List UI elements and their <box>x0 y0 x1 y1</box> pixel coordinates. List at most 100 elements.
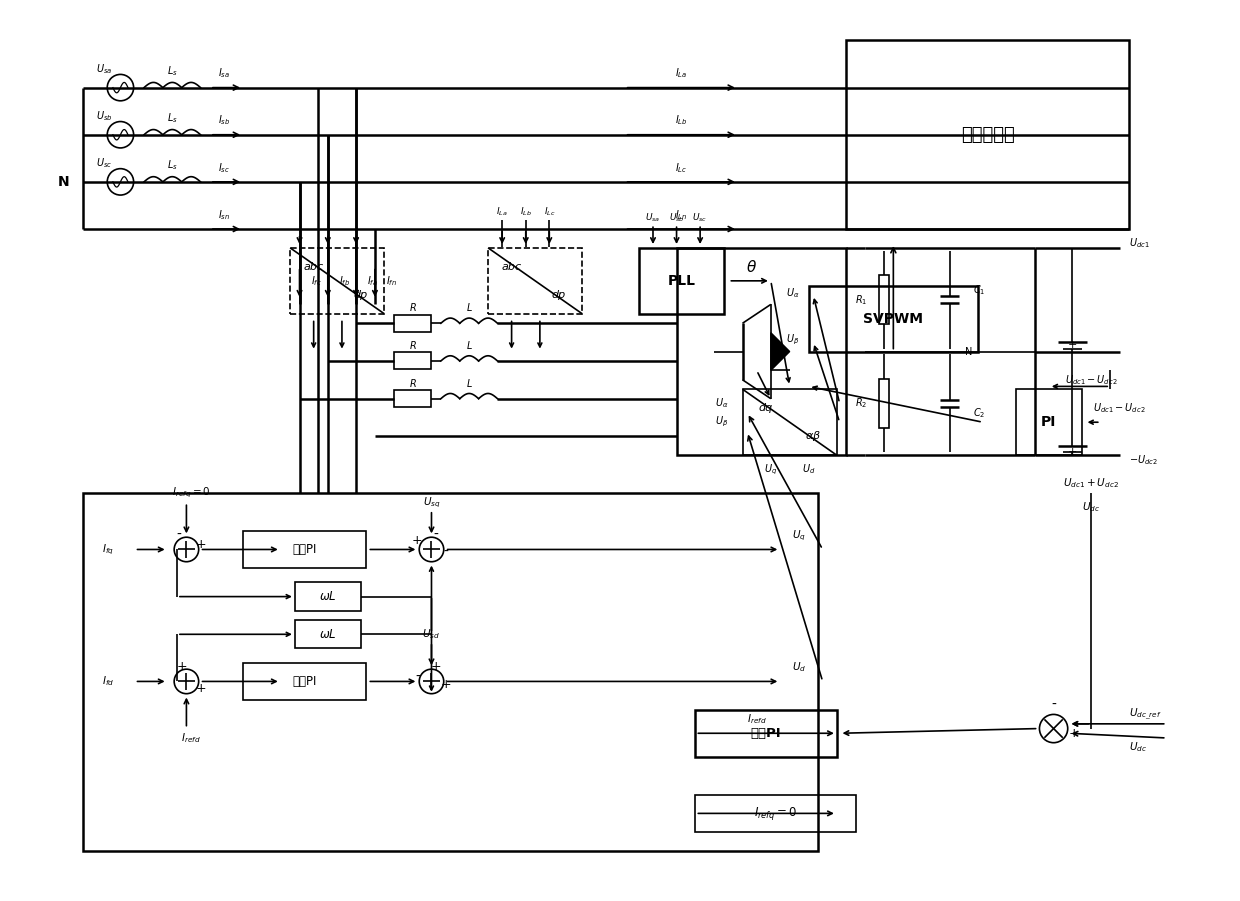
Text: $I_{La}$: $I_{La}$ <box>675 67 687 80</box>
Text: $U_d$: $U_d$ <box>802 462 815 477</box>
Bar <box>394 352 432 369</box>
Text: $U_\beta$: $U_\beta$ <box>715 415 728 430</box>
Text: +: + <box>1069 727 1080 740</box>
Text: $I_{fn}$: $I_{fn}$ <box>386 274 397 287</box>
Text: PLL: PLL <box>667 274 696 287</box>
Text: 非线性负载: 非线性负载 <box>961 126 1014 144</box>
Text: +: + <box>1068 340 1078 350</box>
Text: $U_{dc}$: $U_{dc}$ <box>1128 741 1147 754</box>
Text: $I_{fb}$: $I_{fb}$ <box>339 274 351 287</box>
Text: $U_{sc}$: $U_{sc}$ <box>97 156 113 170</box>
Text: PI: PI <box>1042 415 1056 429</box>
Text: $U_{sb}$: $U_{sb}$ <box>95 109 113 123</box>
Bar <box>639 248 724 314</box>
Bar <box>489 248 583 314</box>
Text: $-U_{dc2}$: $-U_{dc2}$ <box>1128 453 1158 467</box>
Text: dq: dq <box>759 403 774 413</box>
Text: $I_{refq}=0$: $I_{refq}=0$ <box>754 805 797 822</box>
Text: $L$: $L$ <box>466 377 472 388</box>
Text: $I_{fa}$: $I_{fa}$ <box>367 274 378 287</box>
Bar <box>83 493 818 851</box>
Text: +: + <box>195 538 206 551</box>
Text: -: - <box>176 527 181 542</box>
Text: $L_s$: $L_s$ <box>167 158 177 172</box>
Text: +: + <box>440 678 451 691</box>
Text: +: + <box>412 533 423 547</box>
Text: -: - <box>443 545 448 560</box>
Bar <box>394 390 432 407</box>
Text: $C_1$: $C_1$ <box>973 283 986 297</box>
Text: $L$: $L$ <box>466 301 472 314</box>
Text: $R_1$: $R_1$ <box>854 293 867 306</box>
Text: $C_2$: $C_2$ <box>973 405 986 420</box>
Text: $I_{refd}$: $I_{refd}$ <box>181 731 201 745</box>
Bar <box>696 710 837 757</box>
Text: $I_{Lb}$: $I_{Lb}$ <box>520 205 532 218</box>
Text: $U_{dc1}-U_{dc2}$: $U_{dc1}-U_{dc2}$ <box>1094 401 1146 415</box>
Bar <box>394 314 432 332</box>
Bar <box>879 275 889 324</box>
Text: $L_s$: $L_s$ <box>167 111 177 124</box>
Bar <box>243 662 366 700</box>
Text: $I_{Lb}$: $I_{Lb}$ <box>675 114 688 128</box>
Bar <box>290 248 384 314</box>
Text: $I_{sc}$: $I_{sc}$ <box>218 160 231 175</box>
Text: $L$: $L$ <box>466 339 472 350</box>
Text: dp: dp <box>552 290 565 300</box>
Text: $U_\alpha$: $U_\alpha$ <box>715 396 728 410</box>
Text: dp: dp <box>353 290 368 300</box>
Text: $U_{sc}$: $U_{sc}$ <box>692 212 708 224</box>
Text: $U_{sa}$: $U_{sa}$ <box>645 212 661 224</box>
Text: $U_{sa}$: $U_{sa}$ <box>97 62 113 76</box>
Text: $I_{refd}$: $I_{refd}$ <box>746 712 766 726</box>
Bar <box>846 41 1128 229</box>
Text: $I_{fq}$: $I_{fq}$ <box>102 542 114 557</box>
Text: 重复PI: 重复PI <box>293 543 316 556</box>
Text: +: + <box>430 660 441 673</box>
Text: $U_{dc1}-U_{dc2}$: $U_{dc1}-U_{dc2}$ <box>1065 373 1117 387</box>
Text: $U_d$: $U_d$ <box>792 660 806 674</box>
Text: $U_{sq}$: $U_{sq}$ <box>423 496 440 510</box>
Text: $I_{Ln}$: $I_{Ln}$ <box>675 208 687 222</box>
Bar <box>696 795 856 833</box>
Text: $U_q$: $U_q$ <box>764 462 777 477</box>
Text: $\omega L$: $\omega L$ <box>319 590 336 603</box>
Bar <box>879 378 889 428</box>
Bar <box>1016 389 1081 455</box>
Bar <box>677 248 846 455</box>
Text: $U_\beta$: $U_\beta$ <box>786 333 799 348</box>
Text: $\theta$: $\theta$ <box>746 259 758 275</box>
Text: 滑模PI: 滑模PI <box>750 727 781 740</box>
Text: $I_{sa}$: $I_{sa}$ <box>218 67 231 80</box>
Text: +: + <box>195 681 206 695</box>
Text: $R$: $R$ <box>409 339 417 350</box>
Text: $U_q$: $U_q$ <box>792 528 806 542</box>
Text: $U_{sb}$: $U_{sb}$ <box>668 212 684 224</box>
Text: $U_{dc\_ref}$: $U_{dc\_ref}$ <box>1128 706 1162 722</box>
Text: +: + <box>176 660 187 673</box>
Text: SVPWM: SVPWM <box>863 312 924 325</box>
Text: $U_{dc1}$: $U_{dc1}$ <box>1128 236 1149 250</box>
Text: $R$: $R$ <box>409 377 417 388</box>
Bar <box>808 286 978 351</box>
Text: $U_{dc}$: $U_{dc}$ <box>1083 500 1100 514</box>
Text: $L_s$: $L_s$ <box>167 64 177 77</box>
Text: $I_{fd}$: $I_{fd}$ <box>102 675 114 688</box>
Bar <box>295 582 361 611</box>
Text: $I_{refq}=0$: $I_{refq}=0$ <box>172 486 211 500</box>
Text: $I_{sb}$: $I_{sb}$ <box>218 114 231 128</box>
Text: -: - <box>434 527 439 542</box>
Text: $I_{fc}$: $I_{fc}$ <box>311 274 321 287</box>
Bar <box>295 620 361 649</box>
Text: $R_2$: $R_2$ <box>854 396 867 410</box>
Text: $\omega L$: $\omega L$ <box>319 628 336 641</box>
Text: N: N <box>965 347 972 357</box>
Text: $\alpha\beta$: $\alpha\beta$ <box>805 430 821 443</box>
Text: $U_\alpha$: $U_\alpha$ <box>786 287 799 300</box>
Polygon shape <box>771 332 790 370</box>
Text: N: N <box>58 175 69 189</box>
Text: +: + <box>1068 448 1078 458</box>
Text: 重复PI: 重复PI <box>293 675 316 688</box>
Text: $I_{La}$: $I_{La}$ <box>496 205 508 218</box>
Text: $U_{sd}$: $U_{sd}$ <box>423 627 440 642</box>
